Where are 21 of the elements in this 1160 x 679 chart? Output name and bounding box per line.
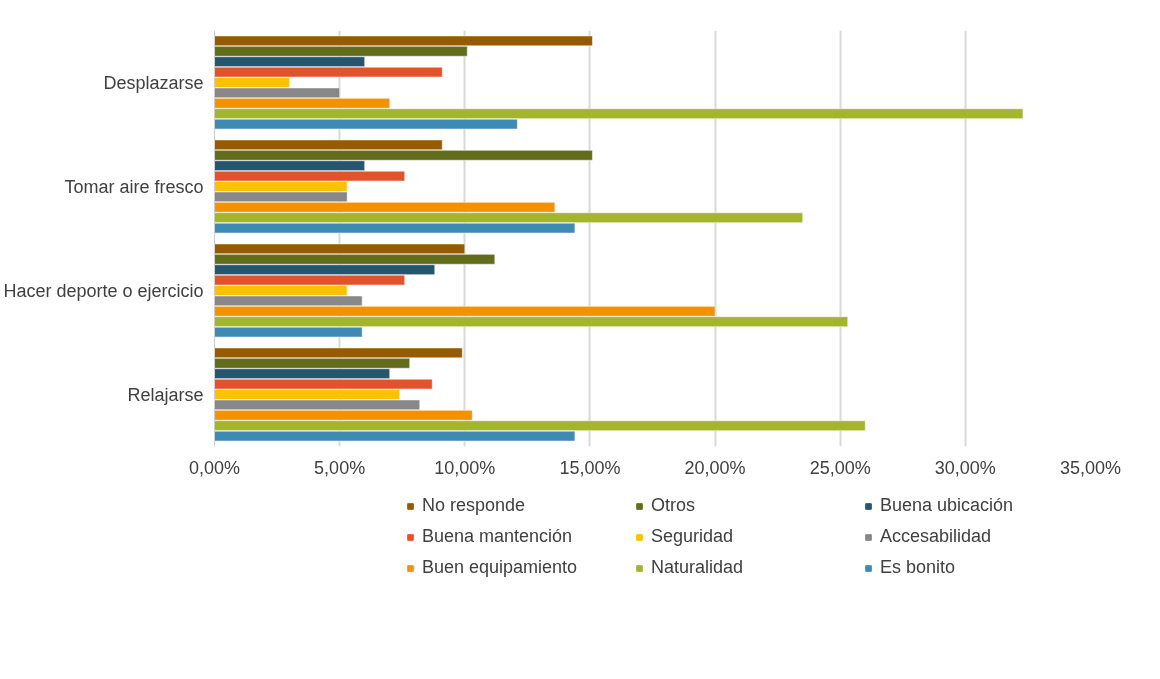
- legend-label: Buena ubicación: [880, 495, 1015, 516]
- x-tick-label: 15,00%: [559, 457, 621, 478]
- legend-label: Seguridad: [651, 526, 735, 547]
- legend-label: Naturalidad: [651, 557, 745, 578]
- x-tick-label: 35,00%: [1059, 457, 1122, 478]
- x-tick-label: 10,00%: [434, 457, 496, 478]
- y-tick-label: Relajarse: [127, 384, 204, 405]
- x-tick-label: 30,00%: [934, 457, 996, 478]
- x-tick-label: 25,00%: [809, 457, 871, 478]
- y-tick-label: Hacer deporte o ejercicio: [3, 280, 204, 301]
- y-tick-label: Tomar aire fresco: [64, 176, 204, 197]
- legend-label: No responde: [422, 495, 527, 516]
- x-tick-label: 20,00%: [684, 457, 746, 478]
- legend-label: Es bonito: [880, 557, 957, 578]
- legend-label: Buena mantención: [422, 526, 574, 547]
- y-tick-label: Desplazarse: [103, 72, 204, 93]
- legend-label: Buen equipamiento: [422, 557, 579, 578]
- legend-label: Accesabilidad: [880, 526, 993, 547]
- x-tick-label: 0,00%: [188, 457, 241, 478]
- legend-label: Otros: [651, 495, 696, 516]
- x-tick-label: 5,00%: [314, 457, 366, 478]
